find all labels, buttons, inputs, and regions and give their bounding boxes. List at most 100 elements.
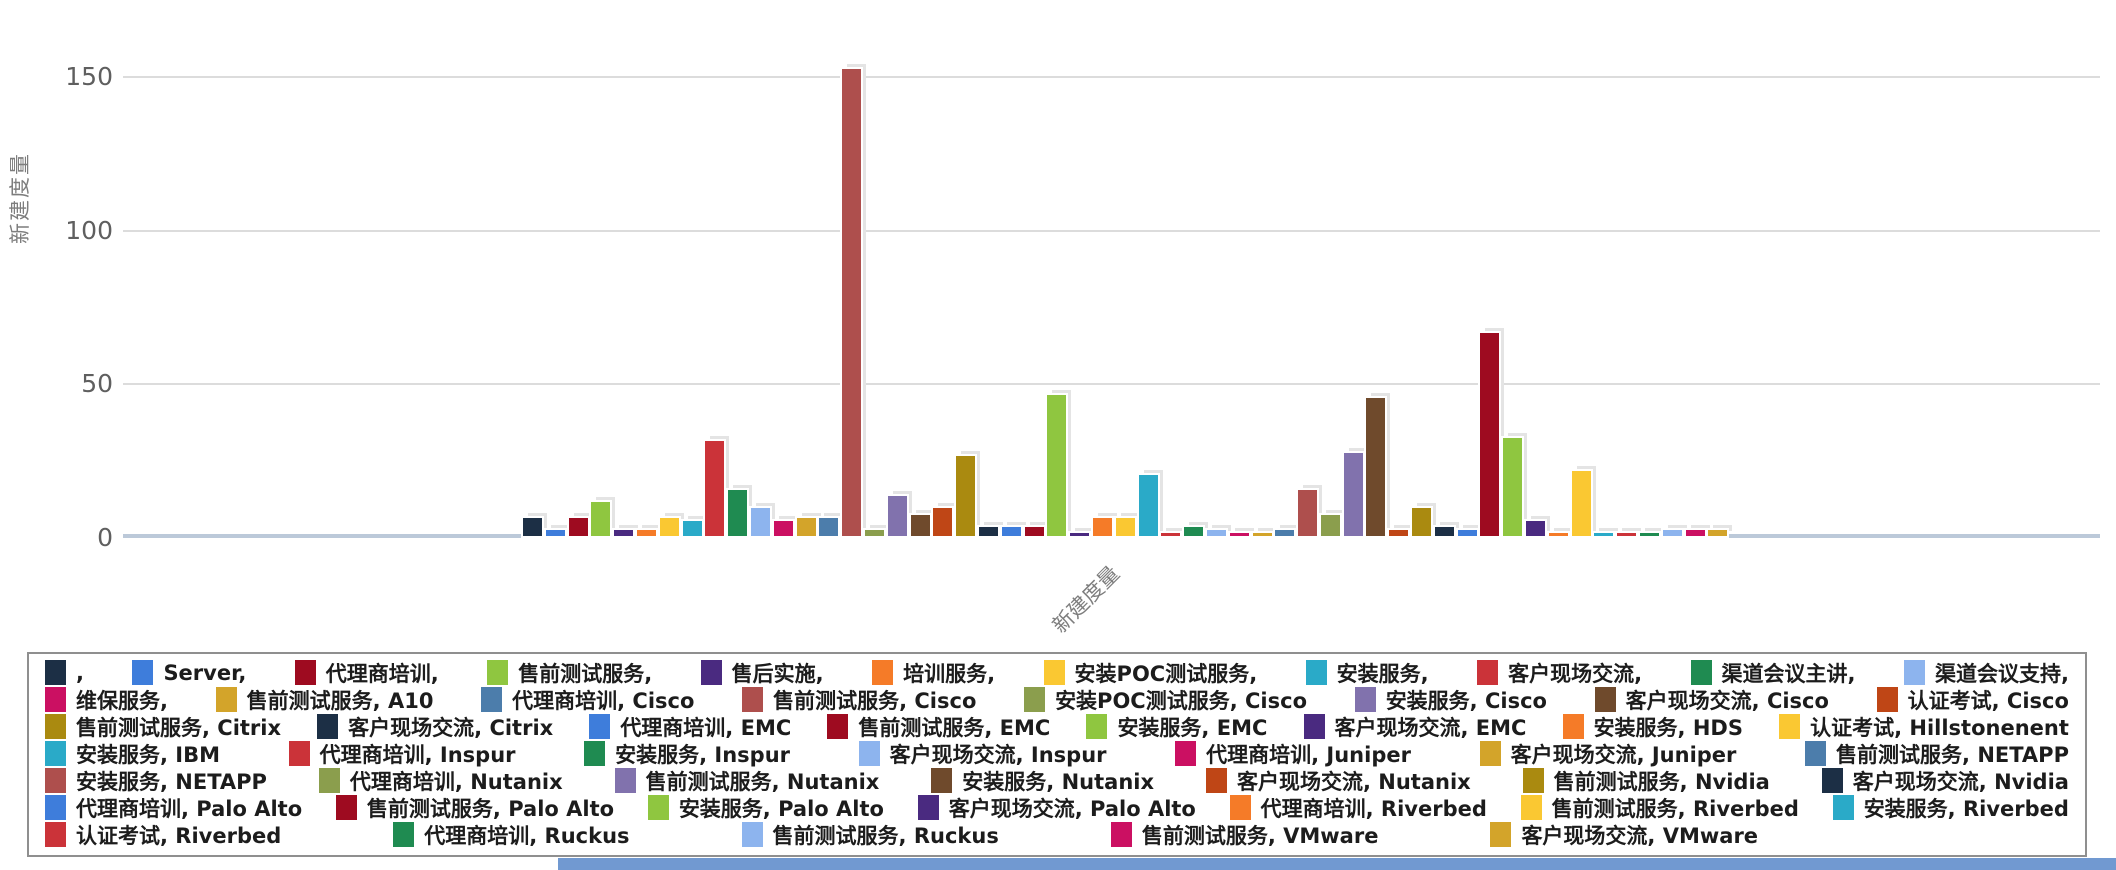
bar[interactable] (1275, 529, 1295, 536)
bar[interactable] (1252, 532, 1272, 536)
legend-item[interactable]: 售前测试服务, A10 (215, 685, 433, 715)
legend-item[interactable]: 代理商培训, Juniper (1175, 739, 1411, 769)
legend-item[interactable]: 代理商培训, Cisco (481, 685, 694, 715)
bar[interactable] (1617, 532, 1637, 536)
legend-item[interactable]: 代理商培训, Palo Alto (45, 793, 302, 823)
bar[interactable] (1503, 437, 1523, 536)
bar[interactable] (1070, 532, 1090, 536)
legend-item[interactable]: 安装服务, EMC (1086, 712, 1267, 742)
legend-item[interactable]: 代理商培训, Riverbed (1229, 793, 1487, 823)
legend-item[interactable]: 售前测试服务, Cisco (742, 685, 976, 715)
legend-item[interactable]: 维保服务, (45, 685, 168, 715)
legend-item[interactable]: 安装服务, HDS (1562, 712, 1743, 742)
bar[interactable] (1206, 529, 1226, 536)
legend-item[interactable]: 认证考试, Cisco (1876, 685, 2069, 715)
bar[interactable] (1138, 474, 1158, 536)
bar[interactable] (1480, 333, 1500, 536)
legend-item[interactable]: 代理商培训, Inspur (288, 739, 516, 769)
bar[interactable] (614, 529, 634, 536)
legend-item[interactable]: 售前测试服务, Citrix (45, 712, 281, 742)
bar[interactable] (1047, 394, 1067, 536)
legend-item[interactable]: 渠道会议主讲, (1690, 658, 1856, 688)
legend-item[interactable]: 代理商培训, Nutanix (318, 766, 563, 796)
bar[interactable] (1092, 517, 1112, 536)
legend-item[interactable]: 安装服务, Palo Alto (647, 793, 884, 823)
bar[interactable] (1320, 514, 1340, 536)
bar[interactable] (1640, 532, 1660, 536)
legend-item[interactable]: 客户现场交流, EMC (1303, 712, 1526, 742)
legend-item[interactable]: 代理商培训, (294, 658, 439, 688)
bar[interactable] (1708, 529, 1728, 536)
bar[interactable] (933, 508, 953, 536)
bar[interactable] (1366, 397, 1386, 536)
legend-item[interactable]: 售前测试服务, Riverbed (1520, 793, 1799, 823)
bar[interactable] (1457, 529, 1477, 536)
bar[interactable] (1161, 532, 1181, 536)
bar[interactable] (591, 502, 611, 536)
bar[interactable] (1548, 532, 1568, 536)
bar[interactable] (1571, 471, 1591, 536)
bar[interactable] (1001, 526, 1021, 536)
legend-item[interactable]: 安装POC测试服务, (1043, 658, 1257, 688)
legend-item[interactable]: 客户现场交流, Inspur (858, 739, 1107, 769)
legend-item[interactable]: 售前测试服务, VMware (1110, 820, 1378, 850)
legend-item[interactable]: 售前测试服务, (487, 658, 652, 688)
legend-item[interactable]: 代理商培训, Ruckus (393, 820, 630, 850)
bar[interactable] (1594, 532, 1614, 536)
bar[interactable] (842, 68, 862, 536)
legend-item[interactable]: 认证考试, Hillstonenent (1779, 712, 2069, 742)
legend-item[interactable]: 安装服务, Nutanix (931, 766, 1154, 796)
legend-item[interactable]: 代理商培训, EMC (589, 712, 791, 742)
bar[interactable] (1184, 526, 1204, 536)
legend-item[interactable]: 售前测试服务, EMC (827, 712, 1050, 742)
legend-item[interactable]: 客户现场交流, Citrix (317, 712, 553, 742)
bar[interactable] (1343, 453, 1363, 536)
legend-item[interactable]: 售前测试服务, Nutanix (614, 766, 879, 796)
legend-item[interactable]: 培训服务, (872, 658, 995, 688)
bar[interactable] (773, 520, 793, 536)
legend-item[interactable]: 渠道会议支持, (1903, 658, 2069, 688)
legend-item[interactable]: 认证考试, Riverbed (45, 820, 281, 850)
legend-item[interactable]: 售前测试服务, Ruckus (741, 820, 999, 850)
bar[interactable] (978, 526, 998, 536)
legend-item[interactable]: 客户现场交流, Cisco (1594, 685, 1829, 715)
legend-item[interactable]: 客户现场交流, Nutanix (1205, 766, 1471, 796)
legend-item[interactable]: 售前测试服务, Palo Alto (335, 793, 614, 823)
legend-item[interactable]: 客户现场交流, Palo Alto (917, 793, 1196, 823)
legend-item[interactable]: 安装服务, Inspur (584, 739, 790, 769)
legend-item[interactable]: 安装服务, IBM (45, 739, 220, 769)
bar[interactable] (1526, 520, 1546, 536)
legend-item[interactable]: 安装服务, Cisco (1354, 685, 1547, 715)
bar[interactable] (750, 508, 770, 536)
legend-item[interactable]: 客户现场交流, (1477, 658, 1642, 688)
legend-item[interactable]: Server, (132, 660, 246, 685)
bar[interactable] (682, 520, 702, 536)
bar[interactable] (1434, 526, 1454, 536)
bar[interactable] (864, 529, 884, 536)
bar[interactable] (956, 456, 976, 536)
bar[interactable] (705, 440, 725, 536)
bar[interactable] (1685, 529, 1705, 536)
bar[interactable] (523, 517, 542, 536)
legend-item[interactable]: , (45, 660, 84, 685)
bar[interactable] (1229, 532, 1249, 536)
bar[interactable] (1389, 529, 1409, 536)
bar[interactable] (568, 517, 588, 536)
legend-item[interactable]: 安装服务, Riverbed (1832, 793, 2069, 823)
bar[interactable] (1412, 508, 1432, 536)
bar[interactable] (1024, 526, 1044, 536)
bar[interactable] (545, 529, 565, 536)
bar[interactable] (910, 514, 930, 536)
legend-item[interactable]: 售后实施, (700, 658, 824, 688)
legend-item[interactable]: 安装服务, NETAPP (45, 766, 267, 796)
legend-item[interactable]: 客户现场交流, VMware (1490, 820, 1758, 850)
bar[interactable] (659, 517, 679, 536)
bar[interactable] (1115, 517, 1135, 536)
bar[interactable] (1298, 489, 1318, 536)
bottom-scrollbar[interactable] (558, 858, 2116, 870)
bar[interactable] (819, 517, 839, 536)
legend-item[interactable]: 安装服务, (1305, 658, 1429, 688)
legend-item[interactable]: 售前测试服务, Nvidia (1522, 766, 1770, 796)
legend-item[interactable]: 售前测试服务, NETAPP (1805, 739, 2069, 769)
bar[interactable] (887, 496, 907, 536)
